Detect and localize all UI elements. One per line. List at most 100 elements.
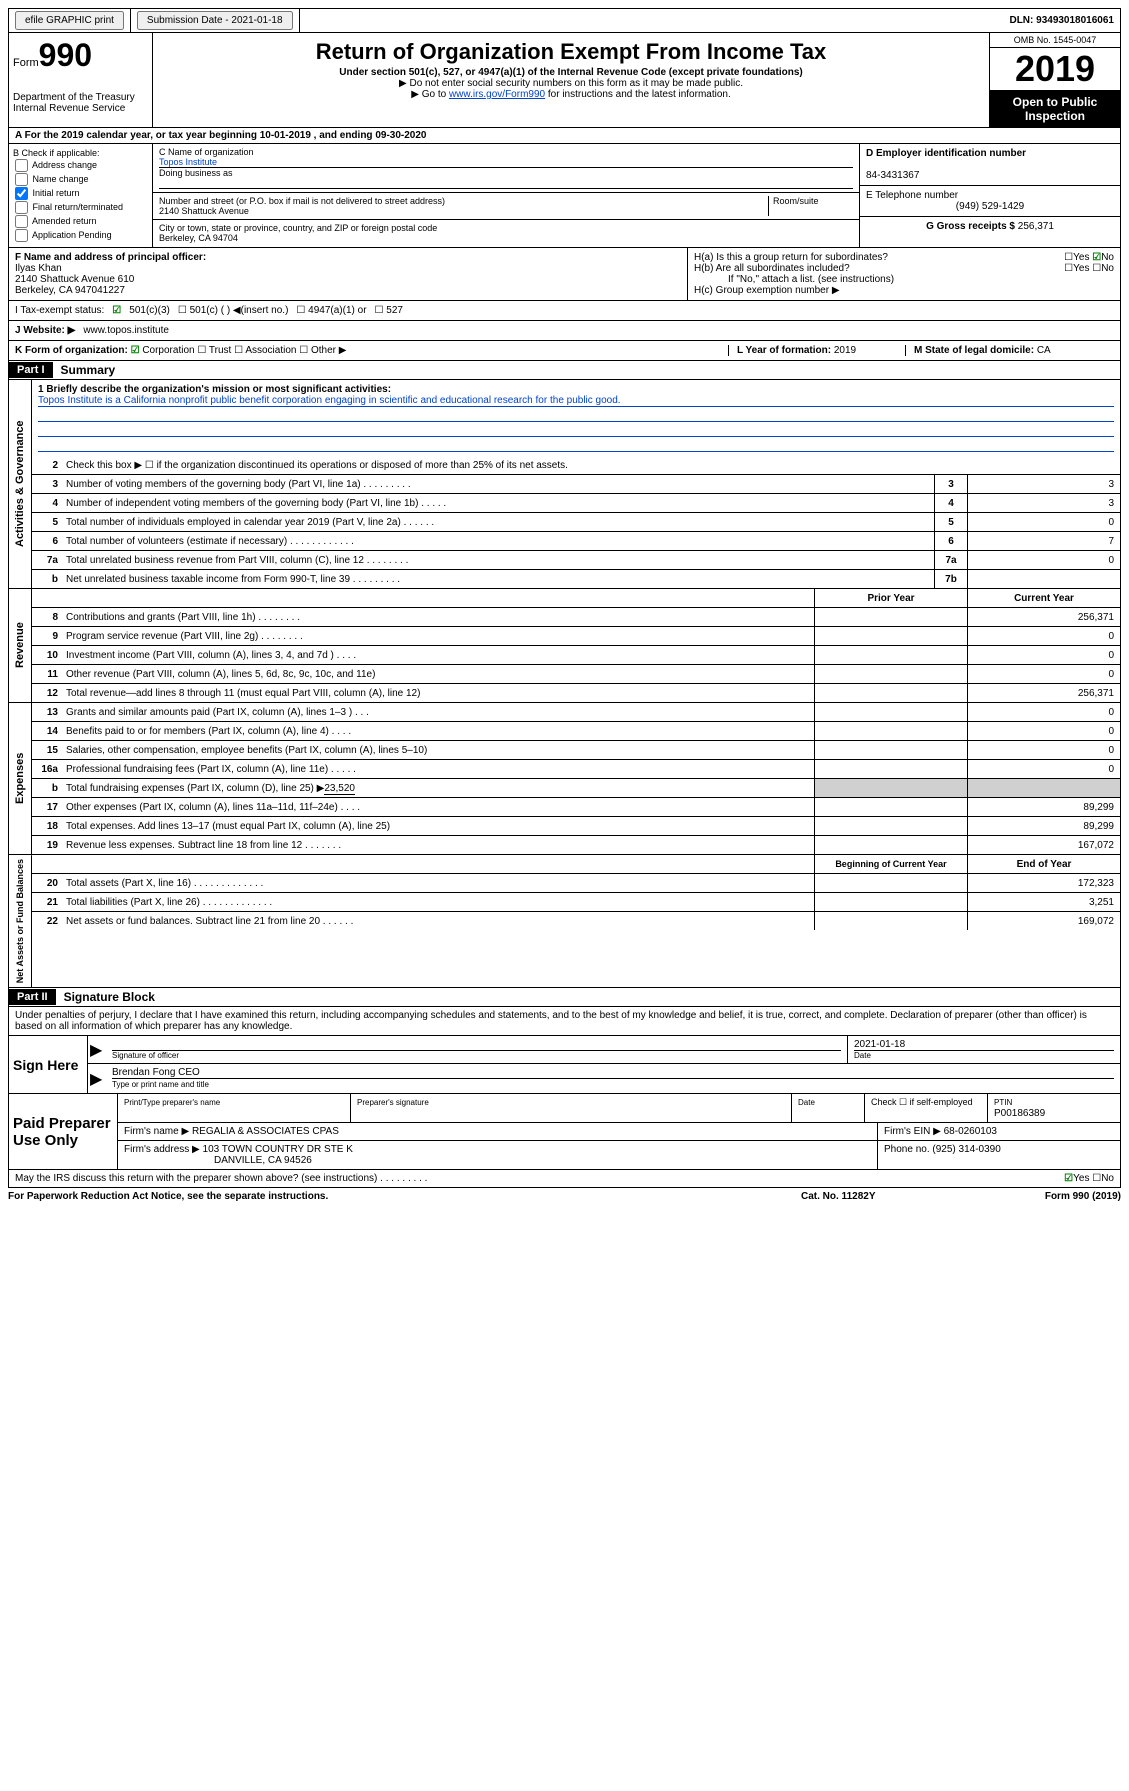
line19-desc: Revenue less expenses. Subtract line 18 … bbox=[62, 838, 814, 853]
line22-desc: Net assets or fund balances. Subtract li… bbox=[62, 914, 814, 929]
efile-button[interactable]: efile GRAPHIC print bbox=[15, 11, 124, 30]
discuss-no: No bbox=[1101, 1173, 1114, 1184]
cb-initial[interactable]: Initial return bbox=[13, 187, 148, 200]
form-word: Form bbox=[13, 57, 39, 69]
line22-val: 169,072 bbox=[967, 912, 1120, 930]
line7b-desc: Net unrelated business taxable income fr… bbox=[62, 572, 934, 587]
cb-initial-label: Initial return bbox=[33, 188, 80, 198]
b-label: B Check if applicable: bbox=[13, 148, 148, 158]
officer-name: Ilyas Khan bbox=[15, 263, 62, 274]
sig-date-label: Date bbox=[854, 1050, 1114, 1060]
cb-address-label: Address change bbox=[32, 160, 97, 170]
officer-name-val: Brendan Fong CEO bbox=[112, 1067, 1114, 1079]
street-value: 2140 Shattuck Avenue bbox=[159, 206, 249, 216]
gov-body: 1 Briefly describe the organization's mi… bbox=[32, 380, 1120, 588]
line2-desc: Check this box ▶ ☐ if the organization d… bbox=[62, 458, 1120, 473]
vert-net: Net Assets or Fund Balances bbox=[9, 855, 32, 987]
ein-label: D Employer identification number bbox=[866, 148, 1026, 159]
hb-yes: Yes bbox=[1073, 263, 1089, 274]
perjury-text: Under penalties of perjury, I declare th… bbox=[8, 1007, 1121, 1036]
submission-button[interactable]: Submission Date - 2021-01-18 bbox=[137, 11, 293, 30]
discuss-yes: Yes bbox=[1073, 1173, 1089, 1184]
uline-3 bbox=[38, 439, 1114, 452]
k-trust: Trust bbox=[209, 345, 231, 356]
form-subtitle: Under section 501(c), 527, or 4947(a)(1)… bbox=[157, 67, 985, 78]
type-label: Type or print name and title bbox=[112, 1080, 209, 1089]
rev-section: Revenue Prior YearCurrent Year 8Contribu… bbox=[8, 589, 1121, 703]
uline-1 bbox=[38, 409, 1114, 422]
arrow-icon: ▶ bbox=[88, 1036, 106, 1063]
ein-value: 84-3431367 bbox=[866, 170, 919, 181]
cb-address[interactable]: Address change bbox=[13, 159, 148, 172]
ha-yesno: ☐Yes ☑No bbox=[1064, 252, 1114, 263]
arrow-icon-2: ▶ bbox=[88, 1064, 106, 1093]
line20-val: 172,323 bbox=[967, 874, 1120, 892]
firm-name-label: Firm's name ▶ bbox=[124, 1126, 189, 1137]
j-label: J Website: ▶ bbox=[15, 325, 75, 336]
line13-desc: Grants and similar amounts paid (Part IX… bbox=[62, 705, 814, 720]
line16a-desc: Professional fundraising fees (Part IX, … bbox=[62, 762, 814, 777]
paid-right: Print/Type preparer's name Preparer's si… bbox=[117, 1094, 1120, 1169]
col-b-checkboxes: B Check if applicable: Address change Na… bbox=[9, 144, 153, 247]
l19-prior bbox=[814, 836, 967, 854]
l16b-val: 23,520 bbox=[324, 783, 355, 795]
prep-name-cell: Print/Type preparer's name bbox=[118, 1094, 351, 1122]
header-left: Form990 Department of the Treasury Inter… bbox=[9, 33, 153, 127]
line16b-desc: Total fundraising expenses (Part IX, col… bbox=[62, 781, 814, 796]
part2-row: Part II Signature Block bbox=[8, 988, 1121, 1007]
line8-desc: Contributions and grants (Part VIII, lin… bbox=[62, 610, 814, 625]
form-header: Form990 Department of the Treasury Inter… bbox=[8, 33, 1121, 128]
cb-amended-label: Amended return bbox=[32, 216, 97, 226]
l16b-prior bbox=[814, 779, 967, 797]
prep-date-cell: Date bbox=[792, 1094, 865, 1122]
discuss-q: May the IRS discuss this return with the… bbox=[15, 1173, 1064, 1184]
cb-final[interactable]: Final return/terminated bbox=[13, 201, 148, 214]
line14-desc: Benefits paid to or for members (Part IX… bbox=[62, 724, 814, 739]
firm-addr-val2: DANVILLE, CA 94526 bbox=[124, 1155, 312, 1166]
firm-addr-val: 103 TOWN COUNTRY DR STE K bbox=[203, 1144, 353, 1155]
sig-officer-cell: Signature of officer bbox=[106, 1036, 848, 1063]
gross-block: G Gross receipts $ 256,371 bbox=[860, 217, 1120, 247]
line17-val: 89,299 bbox=[967, 798, 1120, 816]
end-head: End of Year bbox=[967, 855, 1120, 873]
gov-section: Activities & Governance 1 Briefly descri… bbox=[8, 380, 1121, 589]
tax-exempt-row: I Tax-exempt status: ☑ 501(c)(3) ☐ 501(c… bbox=[8, 301, 1121, 321]
ha-label: H(a) Is this a group return for subordin… bbox=[694, 252, 888, 263]
cb-name[interactable]: Name change bbox=[13, 173, 148, 186]
l21-prior bbox=[814, 893, 967, 911]
l-val: 2019 bbox=[834, 345, 856, 356]
4947-opt: ☐ 4947(a)(1) or bbox=[296, 305, 366, 316]
hb-label: H(b) Are all subordinates included? bbox=[694, 263, 850, 274]
officer-addr1: 2140 Shattuck Avenue 610 bbox=[15, 274, 134, 285]
line11-val: 0 bbox=[967, 665, 1120, 683]
vert-gov: Activities & Governance bbox=[9, 380, 32, 588]
goto-suffix: for instructions and the latest informat… bbox=[545, 89, 731, 100]
part1-row: Part I Summary bbox=[8, 361, 1121, 380]
line5-val: 0 bbox=[967, 513, 1120, 531]
period-text: A For the 2019 calendar year, or tax yea… bbox=[15, 130, 426, 141]
line7a-desc: Total unrelated business revenue from Pa… bbox=[62, 553, 934, 568]
hb-yesno: ☐Yes ☐No bbox=[1064, 263, 1114, 274]
part1-label: Part I bbox=[9, 362, 53, 378]
street-label: Number and street (or P.O. box if mail i… bbox=[159, 196, 445, 206]
phone-value: (949) 529-1429 bbox=[866, 201, 1114, 212]
line17-desc: Other expenses (Part IX, column (A), lin… bbox=[62, 800, 814, 815]
irs-link[interactable]: www.irs.gov/Form990 bbox=[449, 89, 545, 100]
m-val: CA bbox=[1037, 345, 1051, 356]
form-990: 990 bbox=[39, 37, 92, 73]
discuss-row: May the IRS discuss this return with the… bbox=[8, 1170, 1121, 1188]
cb-app[interactable]: Application Pending bbox=[13, 229, 148, 242]
line20-desc: Total assets (Part X, line 16) . . . . .… bbox=[62, 876, 814, 891]
cb-amended[interactable]: Amended return bbox=[13, 215, 148, 228]
firm-phone-label: Phone no. bbox=[884, 1144, 930, 1155]
m-block: M State of legal domicile: CA bbox=[905, 345, 1114, 356]
ha-no: No bbox=[1101, 252, 1114, 263]
uline-2 bbox=[38, 424, 1114, 437]
i-label: I Tax-exempt status: bbox=[15, 305, 104, 316]
officer-block: F Name and address of principal officer:… bbox=[9, 248, 688, 300]
dba-label: Doing business as bbox=[159, 168, 233, 178]
header-right: OMB No. 1545-0047 2019 Open to Public In… bbox=[990, 33, 1120, 127]
group-return-block: H(a) Is this a group return for subordin… bbox=[688, 248, 1120, 300]
line10-val: 0 bbox=[967, 646, 1120, 664]
line7a-val: 0 bbox=[967, 551, 1120, 569]
